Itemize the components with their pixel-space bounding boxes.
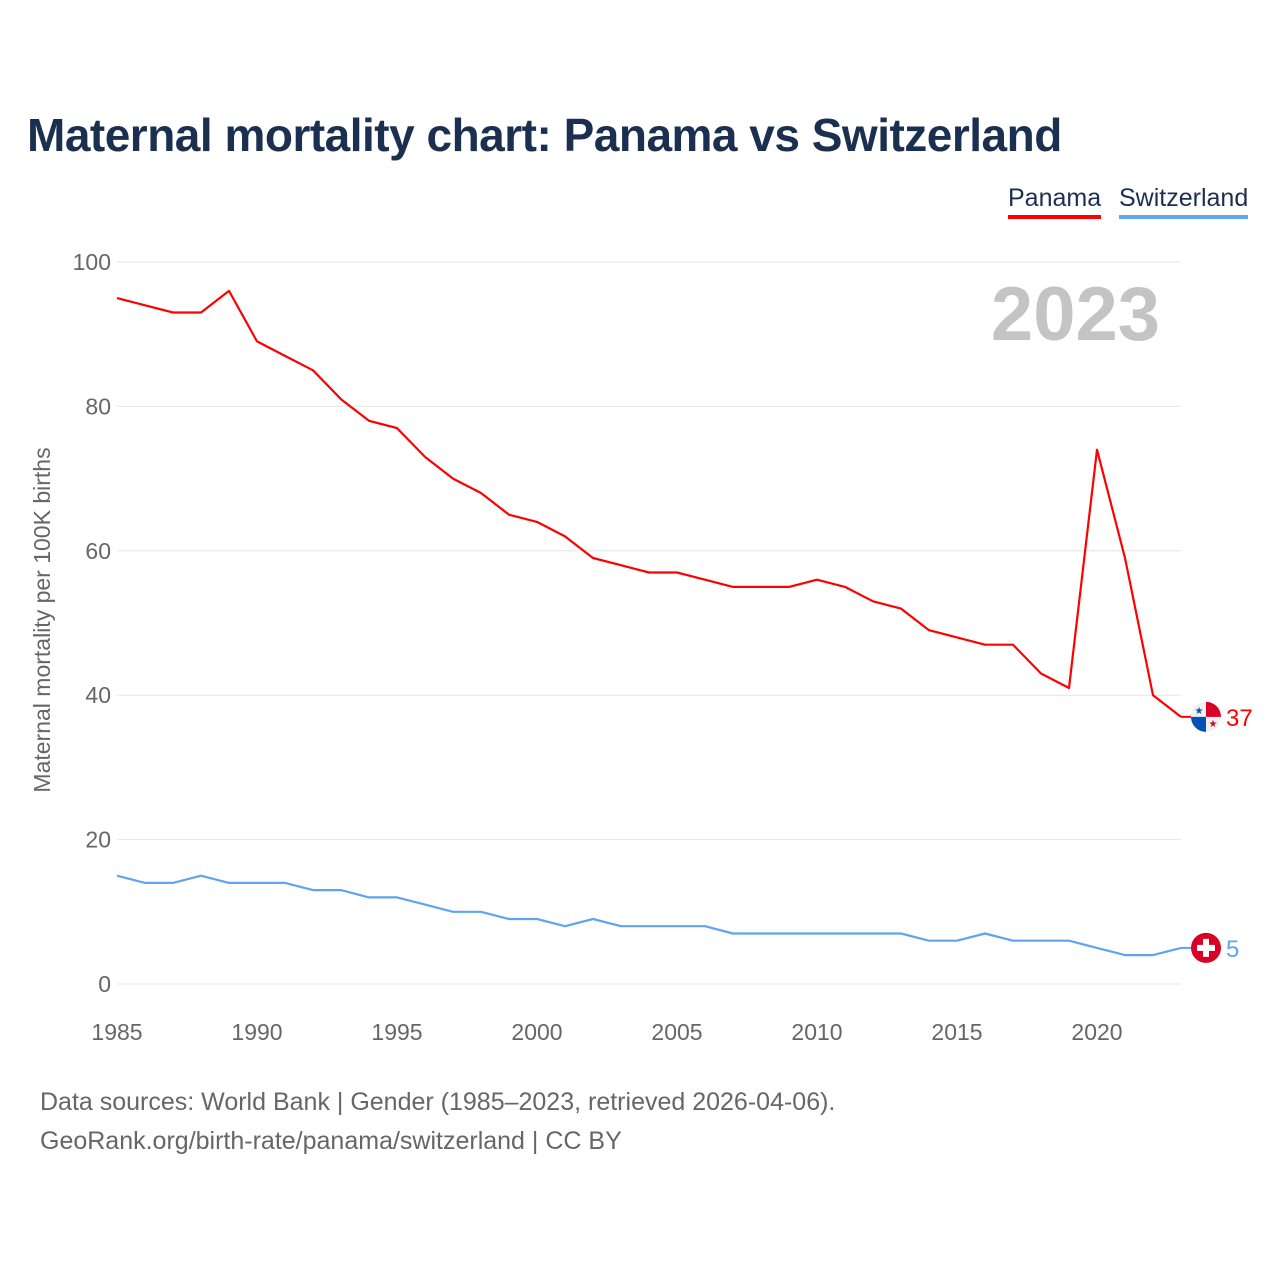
y-tick-label: 60 <box>85 538 111 564</box>
panama-flag-red-quarter <box>1206 701 1221 717</box>
y-tick-label: 100 <box>73 249 111 275</box>
star-icon: ★ <box>1195 706 1204 717</box>
end-value-label: 37 <box>1226 705 1253 732</box>
panama-flag-blue-quarter <box>1191 716 1206 732</box>
star-icon: ★ <box>1209 719 1218 730</box>
swiss-cross <box>1197 944 1215 951</box>
y-tick-label: 80 <box>85 393 111 419</box>
y-tick-label: 20 <box>85 827 111 853</box>
y-tick-label: 40 <box>85 682 111 708</box>
x-tick-label: 1985 <box>91 1019 142 1045</box>
x-tick-label: 1990 <box>231 1019 282 1045</box>
data-source-note: Data sources: World Bank | Gender (1985–… <box>40 1088 836 1116</box>
series-line-switzerland <box>116 874 1182 957</box>
legend-switzerland[interactable]: Switzerland <box>1119 184 1249 219</box>
y-tick-label: 0 <box>98 971 111 997</box>
year-watermark: 2023 <box>991 272 1160 357</box>
x-tick-label: 2000 <box>511 1019 562 1045</box>
end-value-label: 5 <box>1226 936 1239 963</box>
x-tick-label: 2015 <box>931 1019 982 1045</box>
x-tick-label: 1995 <box>371 1019 422 1045</box>
series-line-panama <box>116 289 1182 718</box>
chart-title: Maternal mortality chart: Panama vs Swit… <box>27 109 1062 161</box>
x-tick-label: 2010 <box>791 1019 842 1045</box>
y-axis-label: Maternal mortality per 100K births <box>29 447 55 792</box>
x-tick-label: 2020 <box>1071 1019 1122 1045</box>
source-link[interactable]: GeoRank.org/birth-rate/panama/switzerlan… <box>40 1127 622 1155</box>
x-tick-label: 2005 <box>651 1019 702 1045</box>
legend-panama[interactable]: Panama <box>1008 184 1102 219</box>
